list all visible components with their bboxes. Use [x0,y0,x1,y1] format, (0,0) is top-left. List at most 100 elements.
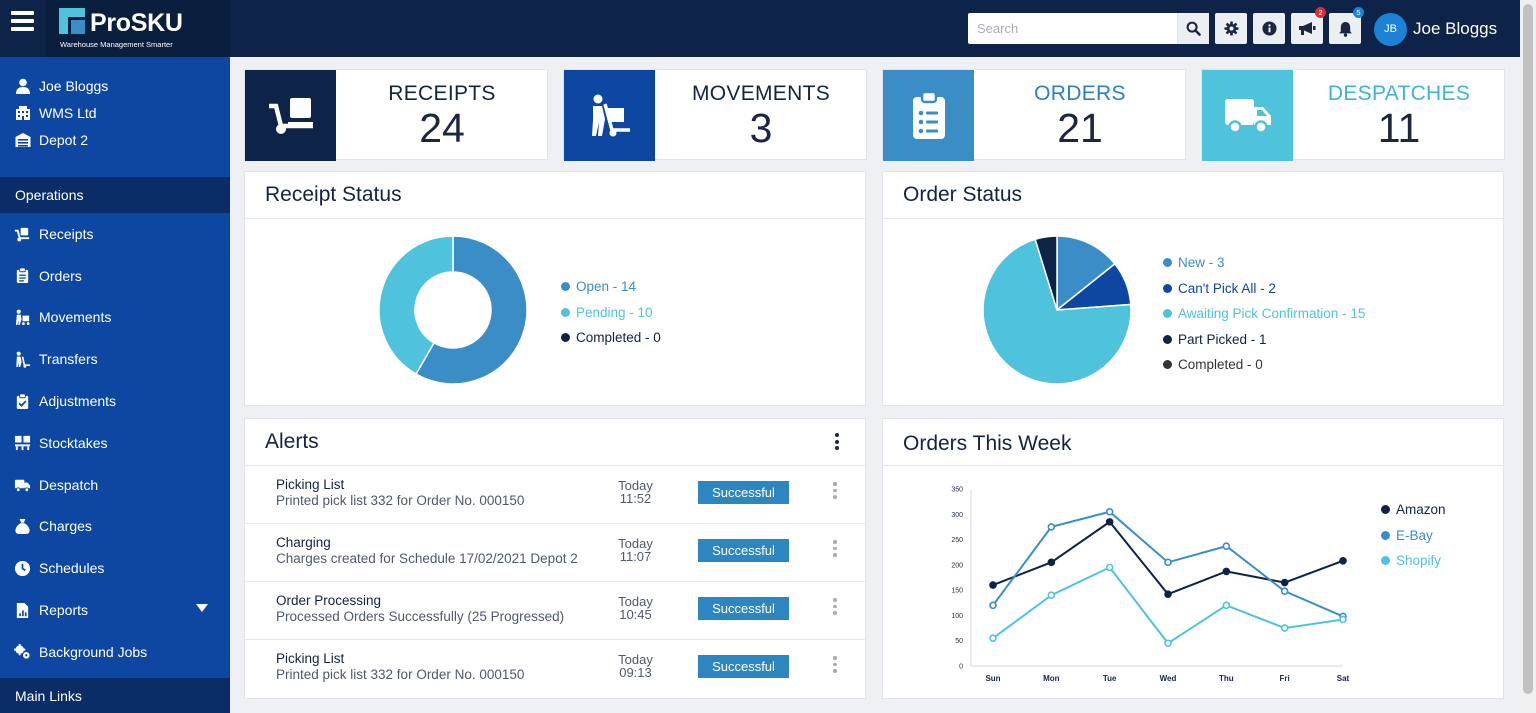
sidebar-item-reports[interactable]: Reports [0,589,230,631]
info-button[interactable] [1253,13,1285,44]
data-point-amazon[interactable] [1047,558,1056,567]
data-point-amazon[interactable] [989,581,997,589]
data-point-amazon[interactable] [1280,578,1289,587]
avatar[interactable]: JB [1374,13,1407,46]
search-box [968,13,1209,44]
sidebar-item-despatch[interactable]: Despatch [0,464,230,506]
announcements-button[interactable]: 2 [1291,7,1326,44]
sidebar-item-charges[interactable]: Charges [0,506,230,548]
legend-item[interactable]: Open - 14 [561,274,661,300]
search-input[interactable] [968,13,1176,44]
legend-item[interactable]: Part Picked - 1 [1163,327,1365,353]
menu-toggle-icon[interactable] [11,11,34,31]
alert-row[interactable]: Picking List Printed pick list 332 for O… [245,639,865,697]
more-options-icon[interactable] [833,433,841,453]
sidebar-item-adjustments[interactable]: Adjustments [0,380,230,422]
data-point-shopify[interactable] [1280,624,1289,632]
sidebar-depot-label: Depot 2 [39,131,89,148]
sidebar-item-label: Orders [39,267,82,284]
data-point-e-bay[interactable] [1047,523,1056,531]
sidebar-company[interactable]: WMS Ltd [0,99,230,126]
legend-item[interactable]: Pending - 10 [561,300,661,326]
data-point-amazon[interactable] [1164,590,1172,598]
data-point-shopify[interactable] [989,634,997,642]
kpi-label: MOVEMENTS [691,82,831,105]
user-menu-name[interactable]: Joe Bloggs [1413,19,1498,38]
kpi-orders[interactable]: ORDERS 21 [882,69,1186,161]
sidebar-company-label: WMS Ltd [39,104,97,121]
data-point-shopify[interactable] [1164,639,1172,648]
page-scrollbar[interactable] [1520,0,1536,713]
data-point-e-bay[interactable] [1280,587,1289,595]
alert-row[interactable]: Picking List Printed pick list 332 for O… [245,465,865,523]
clipboard-icon [16,267,29,284]
kpi-receipts[interactable]: RECEIPTS 24 [244,69,548,161]
sidebar-item-stocktakes[interactable]: Stocktakes [0,422,230,464]
legend-label: E-Bay [1396,527,1433,543]
kpi-despatches[interactable]: DESPATCHES 11 [1201,69,1505,161]
pie-slice-awaiting-pick-confirmation[interactable] [982,238,1132,385]
row-menu-icon[interactable] [831,656,839,676]
data-point-shopify[interactable] [1105,563,1114,572]
logo-mark-icon [59,8,85,34]
legend-item[interactable]: Amazon [1381,497,1446,523]
data-point-amazon[interactable] [1222,567,1231,576]
chevron-down-icon[interactable] [196,604,208,613]
alert-time: 09:13 [619,665,652,680]
scrollbar-thumb[interactable] [1523,4,1533,694]
alert-row[interactable]: Order Processing Processed Orders Succes… [245,581,865,639]
row-menu-icon[interactable] [831,482,839,502]
sidebar-item-receipts[interactable]: Receipts [0,213,230,255]
alert-row[interactable]: Charging Charges created for Schedule 17… [245,523,865,581]
data-point-e-bay[interactable] [1105,507,1114,516]
data-point-shopify[interactable] [1339,615,1347,624]
sidebar-item-transfers[interactable]: Transfers [0,338,230,380]
sidebar-item-schedules[interactable]: Schedules [0,547,230,589]
main-links-heading[interactable]: Main Links [0,677,230,713]
legend-dot [1381,530,1390,540]
clipboard-list-icon [912,90,945,139]
order-status-legend: New - 3 Can't Pick All - 2 Awaiting Pick… [1163,250,1365,378]
sidebar-depot[interactable]: Depot 2 [0,126,230,153]
legend-label: Amazon [1396,502,1446,518]
data-point-e-bay[interactable] [1222,542,1231,550]
orders-week-panel: Orders This Week 0 50 100 150 200 250 300 350 Su… [882,418,1504,699]
sidebar-item-orders[interactable]: Orders [0,255,230,297]
divider [883,465,1503,466]
pie-slice-new[interactable] [1056,235,1116,312]
legend-item[interactable]: New - 3 [1163,250,1365,276]
search-button[interactable] [1177,13,1209,44]
settings-button[interactable] [1215,13,1247,44]
legend-item[interactable]: Shopify [1381,548,1446,574]
legend-item[interactable]: Completed - 0 [561,325,661,351]
data-point-shopify[interactable] [1047,591,1056,599]
sidebar-item-movements[interactable]: Movements [0,297,230,339]
data-point-amazon[interactable] [1105,518,1114,526]
legend-item[interactable]: Can't Pick All - 2 [1163,276,1365,302]
y-tick-label: 100 [951,613,963,620]
data-point-e-bay[interactable] [989,601,997,610]
order-status-chart [982,235,1132,385]
legend-label: Pending - 10 [576,304,653,320]
clock-icon [14,560,31,576]
sidebar-user[interactable]: Joe Bloggs [0,72,230,99]
row-menu-icon[interactable] [831,540,839,560]
notifications-button[interactable]: 5 [1329,7,1364,44]
data-point-amazon[interactable] [1339,557,1347,565]
pie-slice-pending[interactable] [378,235,454,376]
pie-slice-part-picked[interactable] [1034,235,1058,311]
legend-dot [1163,309,1172,319]
sidebar-item-background-jobs[interactable]: Background Jobs [0,631,230,673]
legend-item[interactable]: Completed - 0 [1163,352,1365,378]
data-point-shopify[interactable] [1222,601,1231,610]
pie-slice-open[interactable] [414,235,528,385]
legend-item[interactable]: E-Bay [1381,523,1446,549]
series-line-amazon[interactable] [992,520,1344,596]
data-point-e-bay[interactable] [1164,558,1172,567]
status-badge: Successful [698,481,789,504]
series-line-shopify[interactable] [992,566,1344,645]
brand-logo[interactable]: ProSKU Warehouse Management Smarter [45,0,230,57]
legend-item[interactable]: Awaiting Pick Confirmation - 15 [1163,301,1365,327]
row-menu-icon[interactable] [831,598,839,618]
kpi-movements[interactable]: MOVEMENTS 3 [563,69,867,161]
